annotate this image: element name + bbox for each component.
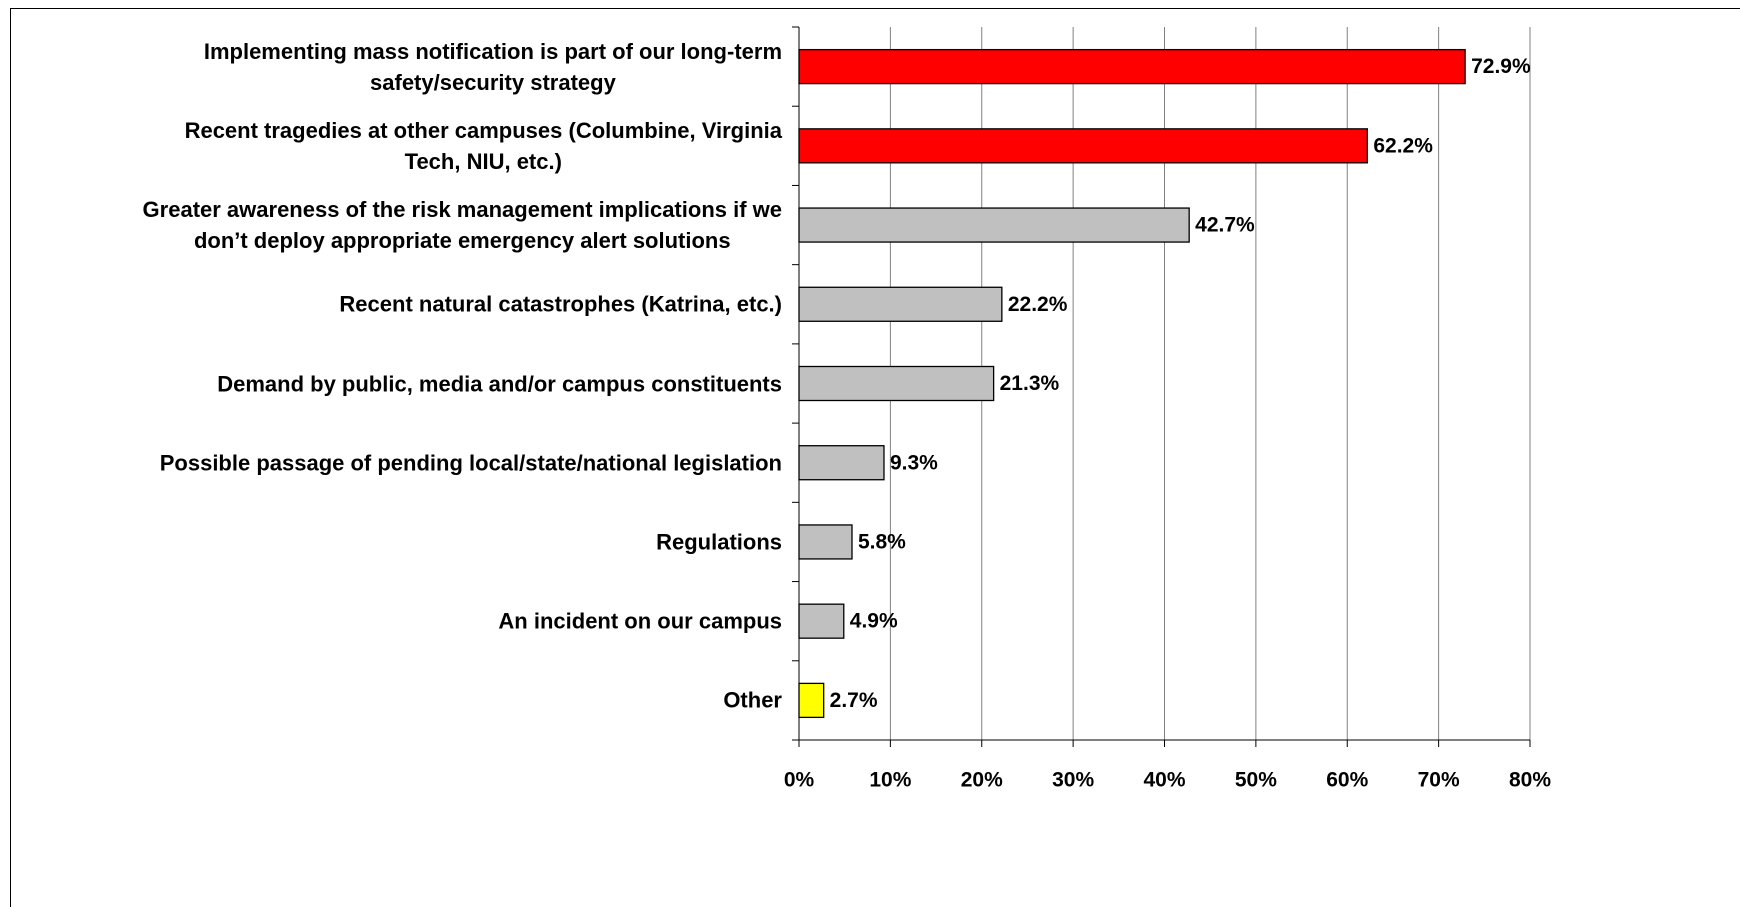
- bar: [798, 365, 995, 402]
- value-label: 22.2%: [1008, 293, 1068, 316]
- chart-frame: [10, 8, 1740, 907]
- category-label: Possible passage of pending local/state/…: [159, 450, 782, 476]
- x-tick-label: 30%: [1052, 769, 1094, 792]
- bar: [798, 524, 853, 560]
- category-label: Recent tragedies at other campuses (Colu…: [184, 117, 782, 174]
- x-tick-label: 50%: [1235, 769, 1277, 792]
- category-label: Other: [723, 687, 782, 713]
- x-tick-label: 0%: [784, 769, 815, 792]
- bar: [798, 207, 1190, 243]
- value-label: 5.8%: [858, 530, 906, 553]
- x-tick-label: 80%: [1509, 769, 1551, 792]
- x-tick-label: 20%: [961, 769, 1003, 792]
- value-label: 72.9%: [1471, 55, 1531, 78]
- category-label: Greater awareness of the risk management…: [142, 197, 782, 254]
- x-tick-label: 40%: [1143, 769, 1185, 792]
- value-label: 21.3%: [1000, 372, 1060, 395]
- category-label: Demand by public, media and/or campus co…: [217, 371, 782, 396]
- value-label: 2.7%: [830, 689, 878, 712]
- bar: [798, 603, 845, 639]
- category-label: An incident on our campus: [498, 608, 782, 634]
- value-label: 9.3%: [890, 451, 938, 474]
- bar: [798, 682, 825, 719]
- x-tick-label: 60%: [1326, 769, 1368, 792]
- category-label: Implementing mass notification is part o…: [203, 38, 782, 95]
- bar: [798, 128, 1369, 164]
- bar: [798, 48, 1466, 85]
- value-label: 42.7%: [1195, 214, 1255, 237]
- category-label: Regulations: [656, 529, 782, 555]
- value-label: 62.2%: [1373, 134, 1433, 157]
- x-tick-label: 10%: [869, 769, 911, 792]
- value-label: 4.9%: [850, 610, 898, 633]
- bar: [798, 445, 885, 481]
- x-tick-label: 70%: [1418, 769, 1460, 792]
- category-label: Recent natural catastrophes (Katrina, et…: [339, 291, 782, 317]
- bar: [798, 286, 1003, 322]
